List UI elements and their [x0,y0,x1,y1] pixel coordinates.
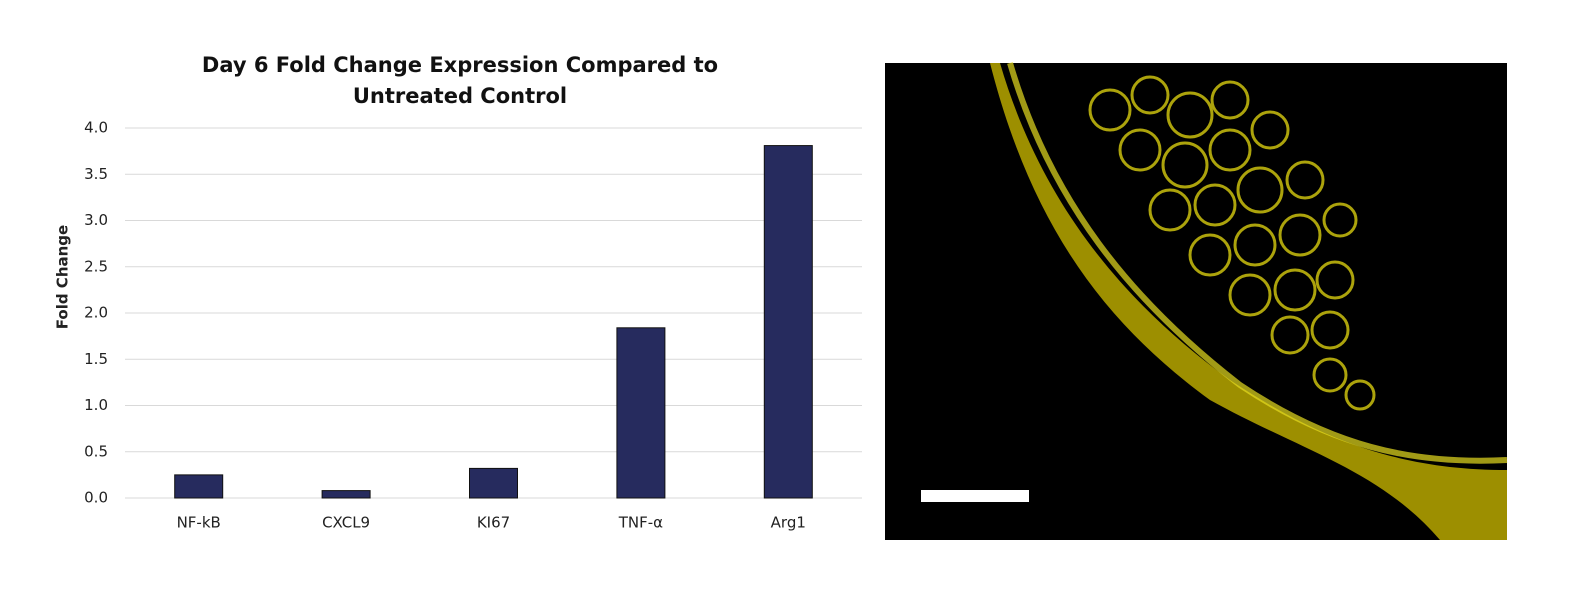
x-tick-label: KI67 [477,514,510,532]
x-tick-label: CXCL9 [322,514,370,532]
y-tick-label: 1.5 [84,350,108,368]
y-tick-label: 0.0 [84,489,108,507]
y-tick-label: 0.5 [84,442,108,460]
chart-title: Day 6 Fold Change Expression Compared to… [201,53,719,108]
y-tick-label: 1.0 [84,396,108,414]
micrograph [885,62,1508,540]
bar [616,327,666,499]
bar [321,490,371,499]
y-tick-label: 3.0 [84,211,108,229]
y-tick-label: 4.0 [84,119,108,137]
x-tick-label: TNF-α [618,514,663,532]
bar [469,467,518,499]
x-tick-label: NF-kB [177,514,221,532]
y-axis-label: Fold Change [54,225,72,329]
bar [174,474,224,499]
y-tick-label: 3.5 [84,165,108,183]
x-tick-label: Arg1 [771,514,806,532]
bar [763,145,813,499]
y-tick-label: 2.0 [84,304,108,322]
y-tick-label: 2.5 [84,257,108,275]
